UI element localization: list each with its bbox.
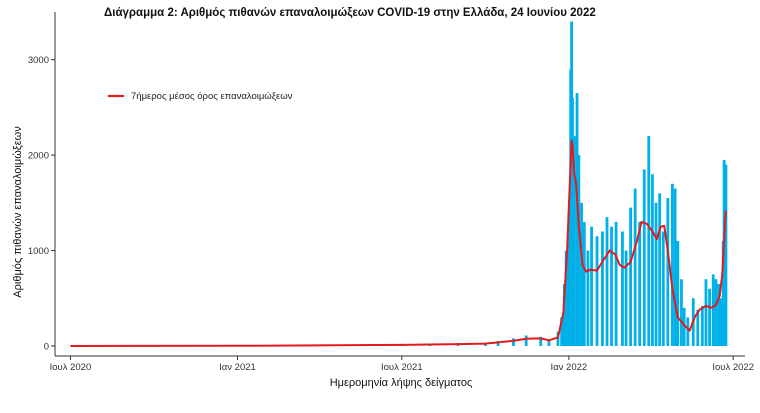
bar xyxy=(714,279,718,346)
average-line xyxy=(70,139,727,347)
bar xyxy=(571,97,574,346)
bar xyxy=(572,136,576,346)
bar xyxy=(642,169,646,346)
bar xyxy=(610,226,613,346)
bar xyxy=(682,307,686,346)
bar xyxy=(661,231,665,346)
legend-label: 7ήμερος μέσος όρος επαναλοιμώξεων xyxy=(131,91,293,102)
bar xyxy=(564,250,568,346)
axes xyxy=(54,12,745,357)
x-tick-label: Ιουλ 2020 xyxy=(50,362,92,373)
bar xyxy=(633,188,637,346)
bar xyxy=(686,317,690,346)
x-ticks: Ιουλ 2020 Ιαν 2021 Ιουλ 2021 Ιαν 2022 Ιουλ 2… xyxy=(50,356,754,373)
bar xyxy=(647,136,651,346)
bar xyxy=(575,93,579,346)
bar xyxy=(595,236,599,346)
x-tick-label: Ιαν 2021 xyxy=(219,362,256,373)
legend: 7ήμερος μέσος όρος επαναλοιμώξεων xyxy=(108,91,293,102)
bar xyxy=(638,221,642,346)
chart-title: Διάγραμμα 2: Αριθμός πιθανών επαναλοιμώξ… xyxy=(104,7,596,19)
bar xyxy=(614,221,618,346)
x-axis-label: Ημερομηνία λήψης δείγματος xyxy=(330,377,473,389)
bar xyxy=(717,283,721,346)
x-tick-label: Ιουλ 2021 xyxy=(381,362,423,373)
bar xyxy=(562,283,566,346)
bar xyxy=(624,250,628,346)
x-tick-label: Ιαν 2022 xyxy=(551,362,588,373)
bar xyxy=(696,309,700,346)
bar xyxy=(580,202,583,346)
bar xyxy=(605,217,609,346)
bar xyxy=(582,221,586,346)
bar xyxy=(666,198,670,346)
bar xyxy=(512,338,515,346)
bar xyxy=(586,250,590,346)
bar xyxy=(658,193,662,346)
bar xyxy=(676,241,680,346)
bar xyxy=(621,231,624,346)
bar xyxy=(704,279,708,346)
bar xyxy=(629,207,633,346)
bar xyxy=(590,226,593,346)
bar xyxy=(547,339,551,346)
y-tick-label: 1000 xyxy=(28,246,49,257)
bar xyxy=(496,341,500,346)
bar xyxy=(719,298,723,346)
bar xyxy=(680,279,683,346)
x-tick-label: Ιουλ 2022 xyxy=(712,362,754,373)
y-ticks: 0 1000 2000 3000 xyxy=(28,55,55,353)
bar xyxy=(556,331,560,346)
bar xyxy=(711,274,715,346)
y-axis-label: Αριθμός πιθανών επαναλοιμώξεων xyxy=(12,126,24,298)
bar xyxy=(724,164,728,346)
line-series xyxy=(70,139,727,347)
bar xyxy=(654,202,658,346)
bar xyxy=(673,188,677,346)
bar xyxy=(601,231,604,346)
y-tick-label: 3000 xyxy=(28,55,49,66)
bar xyxy=(700,305,704,346)
bar xyxy=(708,288,711,346)
bar xyxy=(650,174,654,346)
bar xyxy=(670,183,674,346)
y-tick-label: 0 xyxy=(44,342,49,353)
bar xyxy=(524,335,528,346)
bar xyxy=(483,343,487,346)
y-tick-label: 2000 xyxy=(28,151,49,162)
bar xyxy=(577,155,581,346)
bar xyxy=(560,317,564,346)
bar xyxy=(539,336,543,346)
bar xyxy=(567,212,571,346)
